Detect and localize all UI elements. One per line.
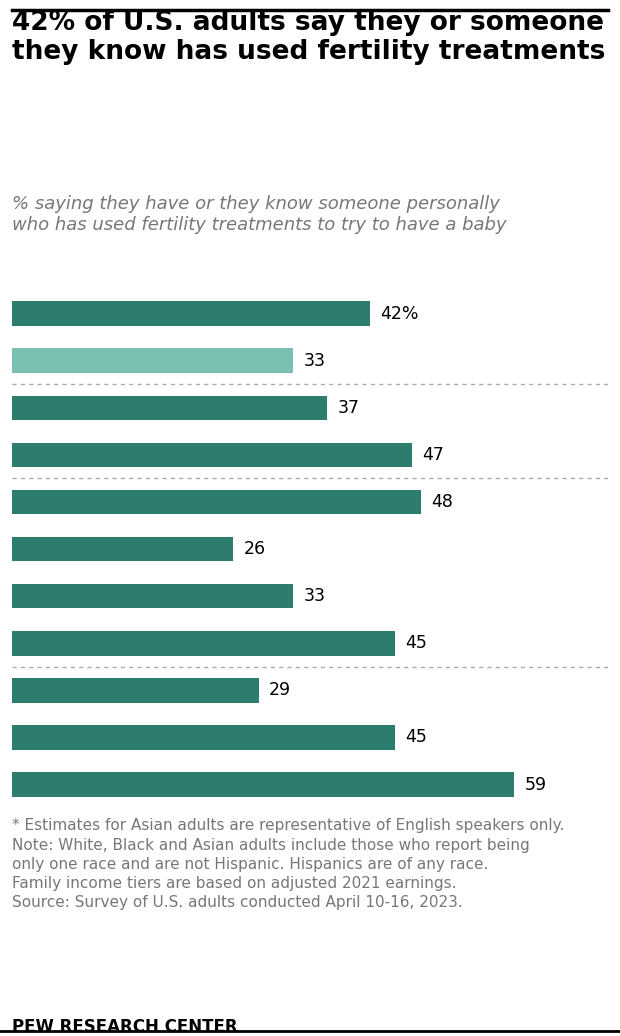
Text: 48: 48 — [431, 493, 453, 511]
Bar — [12, 631, 395, 656]
Text: 59: 59 — [525, 776, 546, 794]
Bar — [12, 772, 514, 797]
Bar — [12, 679, 259, 702]
Text: 29: 29 — [269, 682, 291, 699]
Text: PEW RESEARCH CENTER: PEW RESEARCH CENTER — [12, 1018, 238, 1036]
Bar — [12, 301, 370, 326]
Bar — [12, 396, 327, 420]
Bar — [12, 442, 412, 467]
Text: * Estimates for Asian adults are representative of English speakers only.
Note: : * Estimates for Asian adults are represe… — [12, 818, 565, 911]
Text: % saying they have or they know someone personally
who has used fertility treatm: % saying they have or they know someone … — [12, 195, 507, 234]
Bar — [12, 537, 234, 562]
Text: 42%: 42% — [379, 305, 419, 322]
Text: 42% of U.S. adults say they or someone
they know has used fertility treatments: 42% of U.S. adults say they or someone t… — [12, 10, 606, 65]
Text: 33: 33 — [303, 587, 326, 605]
Text: 26: 26 — [244, 540, 266, 558]
Text: 33: 33 — [303, 351, 326, 370]
Text: 37: 37 — [337, 399, 359, 416]
Bar — [12, 490, 420, 514]
Bar — [12, 348, 293, 373]
Bar — [12, 584, 293, 608]
Text: 45: 45 — [405, 634, 427, 653]
Text: 45: 45 — [405, 728, 427, 747]
Text: 47: 47 — [422, 445, 444, 464]
Bar — [12, 725, 395, 750]
